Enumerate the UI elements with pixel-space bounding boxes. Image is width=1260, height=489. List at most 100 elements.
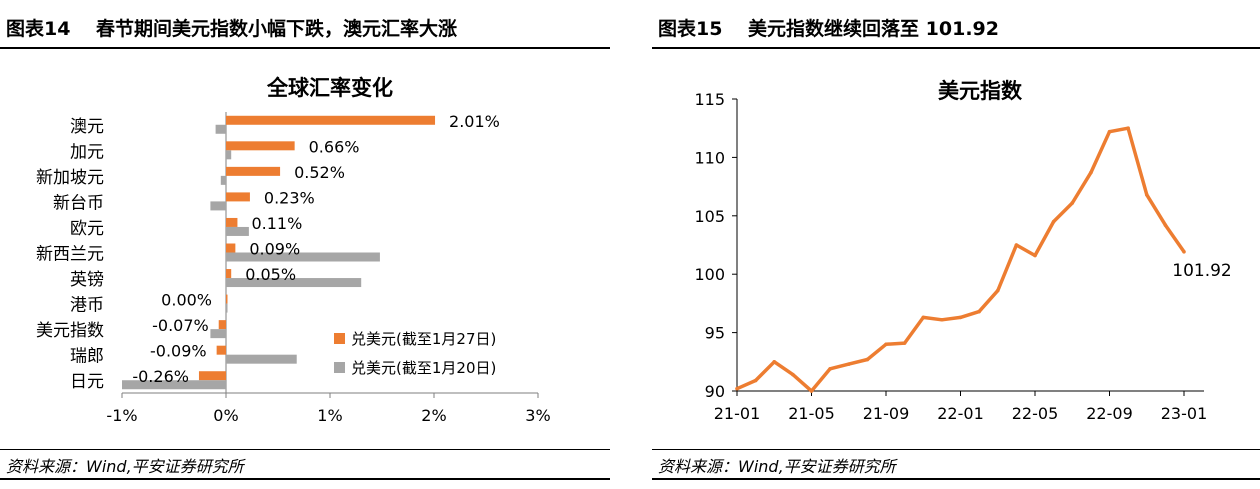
category-label: 英镑: [70, 270, 104, 290]
x-tick-label: 21-01: [714, 404, 761, 423]
legend-entry: 兑美元(截至1月20日): [351, 359, 496, 377]
legend-swatch: [334, 362, 345, 373]
bar-jan27: [226, 294, 228, 304]
bar-jan20: [226, 150, 232, 160]
y-tick-label: 110: [694, 148, 725, 167]
category-label: 欧元: [70, 219, 104, 239]
x-tick-label: 1%: [317, 406, 342, 425]
y-tick-label: 95: [705, 324, 725, 343]
figure-title: 图表15 美元指数继续回落至 101.92: [658, 18, 999, 40]
data-point: [940, 317, 944, 322]
data-label: 2.01%: [449, 112, 500, 131]
bar-jan20: [226, 354, 297, 364]
data-point: [809, 389, 814, 393]
bar-jan27: [226, 141, 295, 151]
category-label: 港币: [70, 296, 104, 316]
source-rule: [652, 449, 1260, 450]
bar-jan20: [226, 303, 228, 313]
bar-jan27: [218, 320, 226, 330]
chart-title: 美元指数: [938, 79, 1023, 103]
source-note: 资料来源：Wind,平安证券研究所: [658, 457, 896, 476]
bar-jan27: [226, 115, 436, 125]
x-tick-label: 22-05: [1012, 404, 1059, 423]
x-tick-label: 21-05: [788, 404, 835, 423]
data-point: [977, 309, 981, 314]
data-point: [995, 288, 1000, 293]
bar-jan27: [226, 192, 250, 202]
bar-jan20: [220, 175, 226, 185]
data-point: [772, 360, 777, 364]
data-label: 0.52%: [294, 163, 345, 182]
data-point: [1051, 219, 1056, 224]
chart-title: 全球汇率变化: [266, 76, 393, 100]
data-point: [884, 342, 888, 347]
end-value-label: 101.92: [1172, 261, 1231, 281]
bar-jan20: [226, 252, 380, 262]
data-point: [791, 372, 795, 377]
x-tick-label: 22-01: [937, 404, 984, 423]
bar-jan27: [216, 345, 226, 355]
data-point: [921, 315, 926, 320]
data-label: 0.00%: [161, 291, 212, 310]
category-label: 澳元: [70, 117, 104, 137]
data-label: 0.09%: [249, 240, 300, 259]
figure-15-panel: 图表15 美元指数继续回落至 101.92 美元指数 90 95 100 105 110 1…: [652, 0, 1260, 489]
data-point: [1014, 243, 1019, 247]
bar-jan20: [210, 329, 226, 339]
data-point: [753, 378, 758, 383]
x-tick-label: 3%: [525, 406, 550, 425]
source-note: 资料来源：Wind,平安证券研究所: [6, 457, 244, 476]
data-point: [1033, 253, 1037, 258]
y-tick-label: 100: [694, 265, 725, 284]
data-label: -0.07%: [152, 316, 209, 335]
category-label: 日元: [70, 372, 104, 392]
category-label: 新台币: [53, 193, 104, 213]
x-tick-label: 23-01: [1161, 404, 1208, 423]
title-rule: [0, 47, 610, 49]
x-tick-label: 22-09: [1086, 404, 1133, 423]
source-rule: [0, 449, 610, 450]
data-point: [846, 362, 851, 366]
title-rule: [652, 47, 1260, 49]
data-point: [735, 386, 739, 391]
data-point: [1163, 223, 1168, 227]
bar-jan27: [226, 269, 232, 279]
data-point: [1107, 129, 1112, 134]
y-tick-label: 90: [705, 382, 725, 401]
data-label: 0.11%: [251, 214, 302, 233]
data-point: [1089, 170, 1093, 175]
bar-jan27: [226, 166, 281, 176]
bottom-rule: [0, 478, 610, 480]
data-point: [828, 367, 832, 371]
data-point: [1126, 126, 1130, 130]
data-label: -0.09%: [150, 342, 207, 361]
bar-jan27: [226, 243, 236, 253]
data-point: [902, 341, 907, 345]
bar-jan20: [122, 380, 226, 390]
figure-title: 图表14 春节期间美元指数小幅下跌，澳元汇率大涨: [6, 18, 458, 40]
x-tick-label: 21-09: [863, 404, 910, 423]
data-label: -0.26%: [132, 367, 189, 386]
bar-jan20: [226, 226, 249, 236]
data-point: [1070, 201, 1075, 205]
data-point: [865, 357, 870, 362]
bar-chart: 全球汇率变化 -1% 0% 1% 2% 3% 澳元 2.01% 加元 0.66% 新加坡元 0.52%…: [36, 76, 551, 425]
x-tick-label: 2%: [421, 406, 446, 425]
legend-entry: 兑美元(截至1月27日): [351, 330, 496, 348]
y-tick-label: 105: [694, 207, 725, 226]
line-chart: 美元指数 90 95 100 105 110 115 21-01 21-05 21-09 22-01…: [694, 79, 1231, 423]
y-tick-label: 115: [694, 90, 725, 109]
x-tick-label: 0%: [213, 406, 238, 425]
data-point: [1182, 249, 1186, 254]
bar-jan20: [226, 278, 362, 288]
legend-swatch: [334, 333, 345, 344]
bar-jan27: [198, 371, 226, 381]
figure-14-panel: 图表14 春节期间美元指数小幅下跌，澳元汇率大涨 全球汇率变化 -1% 0% 1% 2%…: [0, 0, 610, 489]
category-label: 瑞郎: [70, 347, 104, 367]
bar-jan20: [210, 201, 226, 211]
data-point: [1144, 192, 1149, 197]
dxy-line: [736, 126, 1186, 393]
category-label: 美元指数: [36, 321, 104, 341]
data-point: [958, 315, 963, 320]
bar-jan27: [226, 217, 238, 227]
